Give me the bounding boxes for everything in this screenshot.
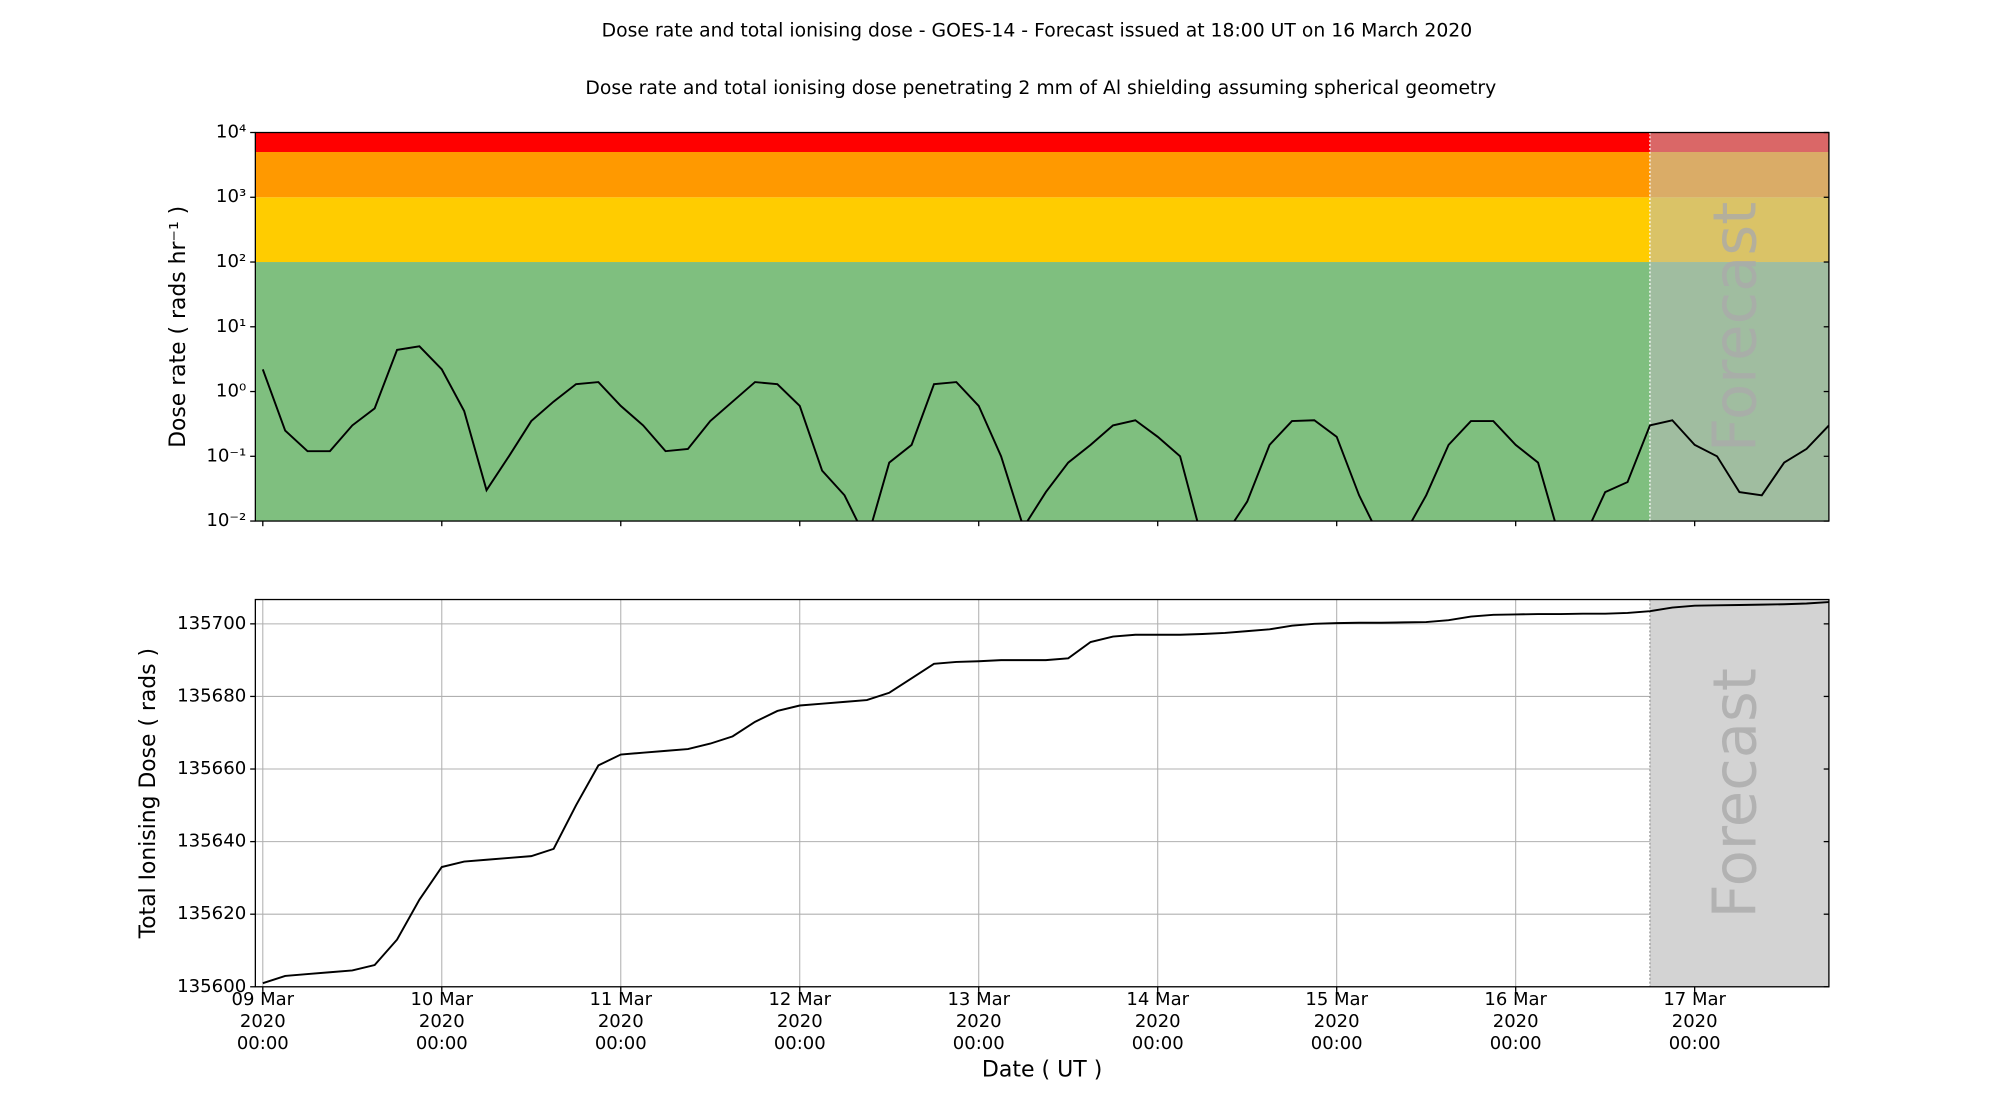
- y-tick-label: 10¹: [216, 316, 246, 337]
- y-tick-label: 10⁰: [216, 381, 246, 402]
- data-line: [261, 345, 1829, 522]
- x-tick-label: 13 Mar 2020 00:00: [947, 989, 1011, 1055]
- y-tick-label: 135620: [177, 903, 246, 924]
- threshold-band: [255, 262, 1829, 522]
- x-tick-label: 12 Mar 2020 00:00: [768, 989, 832, 1055]
- forecast-region: [1649, 132, 1829, 522]
- threshold-band: [255, 152, 1829, 198]
- y-tick-label: 135700: [177, 613, 246, 634]
- x-tick-label: 17 Mar 2020 00:00: [1663, 989, 1726, 1055]
- y-tick-label: 135680: [177, 685, 246, 706]
- y-tick-label: 10⁻¹: [206, 445, 246, 466]
- y-tick-label: 135660: [177, 758, 246, 779]
- x-tick-label: 10 Mar 2020 00:00: [410, 989, 474, 1055]
- y-axis-label: Total Ionising Dose ( rads ): [136, 648, 161, 939]
- x-tick-label: 09 Mar 2020 00:00: [231, 989, 295, 1055]
- x-axis-label: Date ( UT ): [982, 1057, 1102, 1082]
- x-tick-label: 16 Mar 2020 00:00: [1484, 989, 1547, 1055]
- forecast-annotation: Forecast: [1701, 668, 1770, 918]
- y-tick-label: 135600: [177, 976, 246, 997]
- y-tick-label: 10²: [216, 251, 246, 272]
- x-tick-label: 14 Mar 2020 00:00: [1126, 989, 1190, 1055]
- x-tick-label: 11 Mar 2020 00:00: [589, 989, 653, 1055]
- y-tick-label: 10³: [216, 186, 246, 207]
- y-tick-label: 10⁴: [216, 122, 246, 143]
- y-tick-label: 10⁻²: [206, 510, 246, 531]
- threshold-band: [255, 197, 1829, 263]
- chart-subtitle: Dose rate and total ionising dose penetr…: [585, 78, 1496, 99]
- y-tick-label: 135640: [177, 831, 246, 852]
- y-axis-label: Dose rate ( rads hr⁻¹ ): [166, 206, 191, 448]
- forecast-annotation: Forecast: [1701, 202, 1770, 452]
- x-tick-label: 15 Mar 2020 00:00: [1305, 989, 1368, 1055]
- forecast-region: [1649, 599, 1829, 987]
- chart-title: Dose rate and total ionising dose - GOES…: [602, 20, 1473, 41]
- plot-frame: [254, 598, 1830, 988]
- data-line: [262, 601, 1829, 985]
- threshold-band: [255, 132, 1829, 153]
